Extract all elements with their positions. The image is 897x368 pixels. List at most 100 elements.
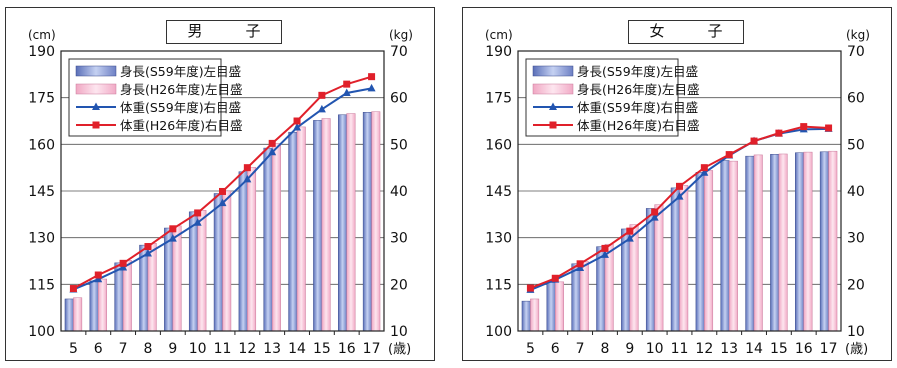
y-left-tick-label: 130 (485, 231, 512, 247)
legend-marker-weight-s59 (549, 102, 557, 110)
y-right-unit: (kg) (389, 28, 413, 42)
point-weight-s59 (243, 174, 252, 183)
chart-panel-boys: 100 115 130 145 160 175 190 10 20 30 40 50 60 70 (cm)(… (5, 7, 435, 361)
point-weight-h26 (94, 271, 102, 279)
x-tick-label: 9 (625, 341, 634, 357)
bar-height-h26 (371, 111, 381, 332)
point-weight-h26 (293, 117, 301, 125)
bar-height-s59 (238, 171, 248, 332)
legend-weight-h26: 体重(H26年度)右目盛 (577, 118, 700, 133)
chart-svg-girls: 10011513014516017519010203040506070(cm)(… (485, 28, 870, 357)
x-unit-label: (歳) (845, 342, 868, 357)
y-left-unit: (cm) (28, 28, 56, 42)
legend-height-h26: 身長(H26年度)左目盛 (120, 82, 243, 97)
x-tick-label: 9 (168, 341, 177, 357)
point-weight-s59 (675, 192, 684, 200)
bar-height-s59 (695, 172, 705, 332)
bar-height-h26 (679, 185, 689, 332)
point-weight-s59 (218, 198, 227, 207)
x-tick-label: 11 (671, 341, 689, 357)
chart-title-girls: 女 子 (628, 20, 744, 44)
point-weight-h26 (219, 187, 226, 195)
bar-height-h26 (579, 261, 589, 332)
bar-height-h26 (122, 260, 132, 332)
y-right-tick-label: 70 (390, 44, 408, 60)
point-weight-h26 (526, 284, 534, 292)
legend-height-h26: 身長(H26年度)左目盛 (577, 82, 700, 97)
y-left-tick-label: 175 (485, 91, 512, 107)
legend-swatch-height-s59 (532, 65, 574, 77)
legend-weight-h26: 体重(H26年度)右目盛 (120, 118, 243, 133)
point-weight-h26 (368, 73, 376, 81)
y-right-unit: (kg) (846, 28, 870, 42)
bar-height-h26 (296, 126, 306, 332)
bar-height-s59 (338, 114, 347, 332)
bar-height-s59 (213, 193, 223, 332)
point-weight-h26 (676, 182, 683, 190)
x-tick-label: 7 (576, 341, 585, 357)
point-weight-s59 (650, 213, 659, 221)
point-weight-h26 (825, 124, 833, 132)
bar-height-s59 (770, 154, 780, 332)
point-weight-h26 (243, 164, 251, 172)
point-weight-h26 (700, 164, 708, 172)
bar-height-s59 (64, 298, 74, 332)
point-weight-s59 (367, 83, 376, 92)
y-left-tick-label: 145 (485, 184, 512, 200)
point-weight-h26 (601, 244, 609, 252)
x-tick-label: 6 (551, 341, 560, 357)
x-tick-label: 15 (313, 341, 331, 357)
bar-height-h26 (321, 118, 331, 332)
legend: 身長(S59年度)左目盛身長(H26年度)左目盛体重(S59年度)右目盛体重(H… (525, 58, 700, 137)
point-weight-h26 (194, 209, 202, 217)
x-tick-label: 12 (695, 341, 713, 357)
bar-height-h26 (530, 298, 540, 332)
x-tick-label: 5 (526, 341, 535, 357)
point-weight-h26 (775, 129, 783, 137)
x-tick-label: 6 (94, 341, 103, 357)
bar-height-s59 (745, 155, 755, 332)
x-tick-label: 5 (69, 341, 78, 357)
point-weight-s59 (317, 104, 326, 113)
y-left-tick-label: 115 (28, 277, 55, 293)
legend-height-s59: 身長(S59年度)左目盛 (577, 64, 698, 79)
point-weight-h26 (268, 139, 276, 147)
point-weight-h26 (343, 80, 351, 88)
legend-swatch-height-h26 (75, 83, 117, 95)
chart-panel-girls: 100 115 130 145 160 175 190 10 20 30 40 50 60 70 (cm)(… (462, 7, 892, 361)
y-left-tick-label: 100 (28, 324, 55, 340)
y-left-unit: (cm) (485, 28, 513, 42)
bar-height-h26 (654, 204, 664, 332)
y-right-tick-label: 50 (390, 137, 408, 153)
bar-height-h26 (728, 160, 738, 332)
y-right-tick-label: 40 (847, 184, 865, 200)
point-weight-s59 (293, 123, 302, 131)
chart-title-boys: 男 子 (166, 20, 282, 44)
x-unit-label: (歳) (388, 342, 411, 357)
point-weight-s59 (600, 250, 609, 258)
y-right-tick-label: 10 (847, 324, 865, 340)
bar-height-h26 (197, 210, 207, 332)
x-tick-label: 10 (646, 341, 664, 357)
bar-height-h26 (271, 143, 281, 332)
x-tick-label: 14 (288, 341, 306, 357)
x-tick-label: 15 (770, 341, 788, 357)
y-left-tick-label: 115 (485, 277, 512, 293)
bar-height-s59 (188, 211, 198, 332)
y-left-tick-label: 100 (485, 324, 512, 340)
bar-height-s59 (288, 131, 298, 332)
bar-height-h26 (555, 281, 564, 332)
x-tick-label: 13 (720, 341, 738, 357)
point-weight-h26 (69, 285, 77, 293)
point-weight-s59 (342, 88, 351, 96)
y-right-tick-label: 50 (847, 137, 865, 153)
bar-height-s59 (645, 208, 655, 332)
bar-height-s59 (263, 147, 273, 332)
y-right-tick-label: 30 (390, 231, 408, 247)
bar-height-s59 (114, 262, 124, 332)
x-tick-label: 14 (745, 341, 763, 357)
point-weight-h26 (551, 274, 559, 282)
point-weight-h26 (626, 227, 634, 235)
x-tick-label: 13 (263, 341, 281, 357)
bar-height-h26 (346, 113, 356, 332)
